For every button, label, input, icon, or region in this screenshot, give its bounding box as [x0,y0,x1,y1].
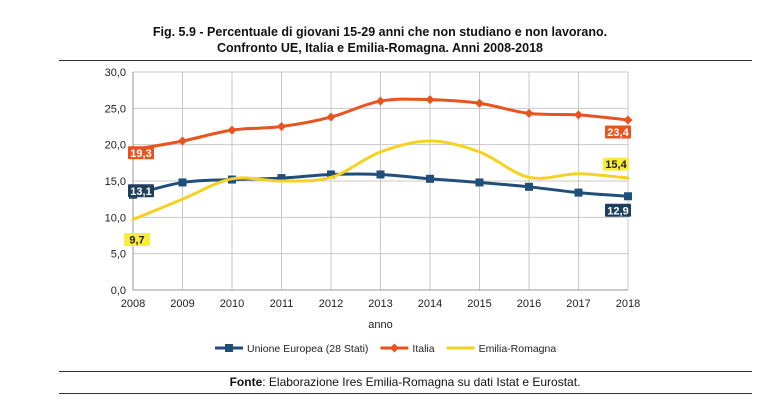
data-label-text: 23,4 [607,127,629,139]
series-italia-point [475,98,484,108]
data-label-text: 15,4 [605,159,627,171]
data-labels: 13,1 12,9 19,3 23,4 9,7 15,4 [124,125,631,247]
data-label-unione-europea-28-stati: 12,9 [605,203,631,217]
series-italia-point [376,96,385,106]
legend-item-emilia-romagna: Emilia-Romagna [446,343,557,355]
y-tick-label: 15,0 [105,176,126,188]
series-italia-point [326,112,336,122]
legend-label: Unione Europea (28 Stati) [247,343,368,355]
x-tick-label: 2009 [170,298,194,310]
series-unione-europea-28-stati-point [376,170,385,179]
series-unione-europea-28-stati-point [327,170,335,179]
series-unione-europea-28-stati-point [426,174,434,183]
series-italia-point [277,122,286,131]
series-unione-europea-28-stati-point [574,188,583,197]
legend: Unione Europea (28 Stati) Italia Emilia-Ro… [215,343,556,355]
series-italia-point [178,136,187,146]
series-unione-europea-28-stati-point [178,178,187,187]
data-label-italia: 19,3 [128,146,154,160]
y-tick-label: 25,0 [105,103,126,115]
data-label-text: 13,1 [130,186,151,198]
data-label-box [605,203,631,217]
legend-item-unione-europea-28-stati: Unione Europea (28 Stati) [215,343,368,355]
series-italia-point [623,115,633,125]
data-label-text: 9,7 [129,235,144,247]
x-tick-label: 2008 [121,298,145,310]
data-label-box [124,233,150,247]
x-tick-label: 2010 [220,298,244,310]
legend-label: Emilia-Romagna [479,343,557,355]
legend-label: Italia [412,343,434,355]
series-emilia-romagna-line [131,139,630,222]
x-tick-label: 2014 [418,298,442,310]
x-axis-title: anno [368,319,392,331]
y-tick-label: 10,0 [105,212,126,224]
legend-point [225,344,233,352]
source-label: Fonte [229,375,263,389]
title-divider [59,60,752,61]
x-tick-label: 2017 [566,298,590,310]
footer-divider-top [59,371,752,372]
x-tick-label: 2016 [517,298,541,310]
chart-title-line-2: Confronto UE, Italia e Emilia-Romagna. A… [216,41,543,55]
data-label-italia: 23,4 [605,125,631,139]
x-tick-label: 2018 [616,298,640,310]
x-tick-label: 2012 [319,298,343,310]
data-label-text: 19,3 [130,148,151,160]
y-tick-label: 30,0 [105,67,126,79]
series-italia-point [574,110,583,120]
series-unione-europea-28-stati-point [624,192,632,201]
y-tick-label: 20,0 [105,140,126,152]
legend-point [389,343,399,353]
y-tick-label: 0,0 [111,285,126,297]
data-label-emilia-romagna: 15,4 [603,157,629,171]
x-tick-label: 2013 [368,298,392,310]
x-tick-label: 2015 [467,298,491,310]
source-text: : Elaborazione Ires Emilia-Romagna su da… [262,375,581,389]
series-unione-europea-28-stati-point [525,182,533,191]
data-label-box [128,184,154,198]
footer-divider-bottom [59,393,752,394]
series-unione-europea-28-stati-point [475,178,484,187]
source-note: Fonte: Elaborazione Ires Emilia-Romagna … [60,375,750,389]
legend-item-italia: Italia [380,343,435,355]
series-unione-europea-28-stati-point [277,174,286,183]
data-label-box [603,157,629,171]
data-label-box [605,125,631,139]
data-label-unione-europea-28-stati: 13,1 [128,184,154,198]
axes: 0,0 5,0 10,0 15,0 20,0 25,0 30,0 2008 2009 2010 20… [105,67,641,331]
data-label-emilia-romagna: 9,7 [124,233,150,247]
series-italia-point [524,108,534,118]
y-tick-label: 5,0 [111,249,126,261]
series-lines [128,95,633,222]
x-tick-label: 2011 [270,298,294,310]
data-label-text: 12,9 [607,205,628,217]
chart-title-line-1: Fig. 5.9 - Percentuale di giovani 15-29 … [152,25,608,39]
series-italia-point [425,95,435,105]
data-label-box [128,146,154,160]
series-italia-point [227,125,237,135]
